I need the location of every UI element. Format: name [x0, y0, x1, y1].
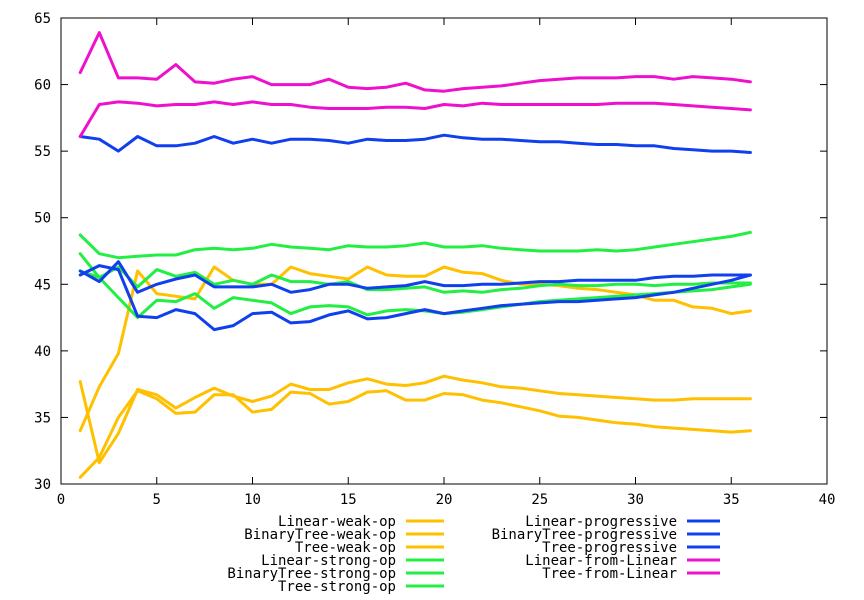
x-tick-label: 15: [340, 492, 357, 508]
legend-label: BinaryTree-progressive: [492, 527, 677, 543]
x-tick-label: 30: [627, 492, 644, 508]
x-tick-label: 5: [153, 492, 161, 508]
legend-label: Tree-strong-op: [278, 579, 396, 595]
series-line-linear-progressive: [78, 264, 752, 332]
series-line-binarytree-progressive: [78, 260, 752, 294]
legend-label: BinaryTree-weak-op: [244, 527, 396, 543]
y-tick-label: 55: [34, 144, 51, 160]
series-line-tree-progressive: [78, 133, 752, 154]
legend-label: BinaryTree-strong-op: [227, 566, 396, 582]
y-tick-label: 40: [34, 344, 51, 360]
y-tick-label: 60: [34, 78, 51, 94]
series-lines: [78, 31, 752, 479]
series-line-tree-weak-op: [78, 374, 752, 465]
series-line-tree-strong-op: [78, 230, 752, 260]
y-tick-label: 50: [34, 211, 51, 227]
y-tick-label: 65: [34, 11, 51, 27]
axis-ticks: 0 5 10 15 20 25 30 35 40 30 35 40 45 50 55 60 65: [34, 11, 835, 508]
x-tick-label: 10: [244, 492, 261, 508]
y-tick-label: 35: [34, 410, 51, 426]
x-tick-label: 25: [531, 492, 548, 508]
x-tick-label: 40: [819, 492, 836, 508]
y-tick-label: 45: [34, 277, 51, 293]
legend: Linear-weak-opBinaryTree-weak-opTree-wea…: [227, 514, 720, 595]
legend-label: Linear-strong-op: [261, 553, 396, 569]
legend-label: Linear-progressive: [525, 514, 677, 530]
series-line-binarytree-strong-op: [78, 252, 752, 294]
legend-label: Linear-weak-op: [278, 514, 396, 530]
x-tick-label: 20: [436, 492, 453, 508]
x-tick-label: 35: [723, 492, 740, 508]
legend-label: Tree-progressive: [542, 540, 677, 556]
y-tick-label: 30: [34, 477, 51, 493]
legend-label: Tree-from-Linear: [542, 566, 677, 582]
legend-label: Tree-weak-op: [295, 540, 396, 556]
x-tick-label: 0: [57, 492, 65, 508]
series-line-tree-from-linear: [78, 31, 752, 93]
series-line-linear-from-linear: [78, 100, 752, 138]
series-line-linear-weak-op: [78, 389, 752, 479]
legend-label: Linear-from-Linear: [525, 553, 677, 569]
